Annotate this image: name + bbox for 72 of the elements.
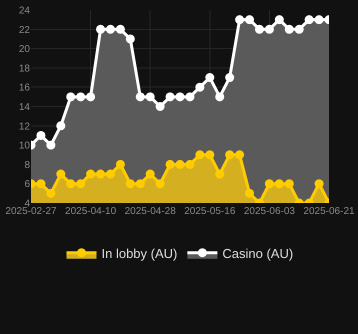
- x-tick-label: 2025-06-21: [303, 206, 356, 217]
- point: [185, 92, 194, 102]
- y-tick-label: 24: [18, 6, 30, 16]
- point: [86, 92, 96, 102]
- point: [46, 140, 56, 150]
- x-tick-label: 2025-06-03: [244, 206, 296, 217]
- point: [136, 179, 145, 188]
- point: [166, 92, 175, 102]
- x-tick-label: 2025-04-10: [65, 206, 117, 217]
- point: [235, 150, 244, 160]
- y-tick-label: 8: [24, 160, 30, 171]
- point: [146, 92, 155, 102]
- point: [166, 160, 175, 169]
- point: [96, 170, 106, 179]
- point: [46, 188, 56, 198]
- point: [314, 15, 324, 24]
- point: [116, 24, 125, 34]
- point: [106, 24, 115, 34]
- point: [86, 170, 96, 179]
- point: [264, 179, 274, 188]
- point: [56, 170, 66, 179]
- point: [126, 179, 135, 188]
- point: [116, 160, 125, 169]
- y-tick-label: 18: [18, 63, 30, 74]
- point: [225, 73, 234, 82]
- y-tick-label: 22: [18, 24, 30, 36]
- x-tick-label: 2025-05-16: [184, 206, 236, 217]
- point: [274, 179, 284, 188]
- point: [245, 188, 254, 198]
- point: [106, 170, 115, 179]
- point: [294, 24, 304, 34]
- point: [36, 179, 46, 188]
- point: [56, 121, 66, 130]
- point: [76, 92, 86, 102]
- y-tick-label: 20: [18, 44, 30, 56]
- point: [245, 15, 254, 24]
- point: [215, 170, 224, 179]
- point: [225, 150, 234, 160]
- point: [66, 92, 76, 102]
- point: [66, 179, 76, 188]
- point: [274, 15, 284, 24]
- y-tick-label: 14: [18, 102, 30, 113]
- point: [314, 179, 324, 188]
- point: [195, 82, 204, 92]
- point: [156, 102, 165, 111]
- point: [146, 170, 155, 179]
- y-tick-label: 6: [24, 179, 30, 190]
- point: [205, 150, 214, 160]
- point: [156, 179, 165, 188]
- point: [235, 15, 244, 24]
- point: [195, 150, 204, 160]
- point: [205, 73, 214, 82]
- point: [76, 179, 86, 188]
- point: [136, 92, 145, 102]
- y-tick-label: 10: [18, 140, 30, 152]
- point: [96, 24, 106, 34]
- point: [264, 24, 274, 34]
- point: [304, 15, 314, 24]
- point: [254, 24, 264, 34]
- legend-label: In lobby (AU): [102, 246, 178, 261]
- point: [284, 24, 294, 34]
- point: [176, 92, 184, 102]
- x-tick-label: 2025-04-28: [124, 206, 176, 217]
- y-tick-label: 12: [18, 121, 30, 132]
- point: [176, 160, 184, 169]
- y-tick-label: 16: [18, 82, 30, 94]
- legend-label: Casino (AU): [222, 246, 294, 261]
- point: [36, 130, 46, 140]
- point: [185, 160, 194, 169]
- point: [126, 34, 135, 44]
- point: [215, 92, 224, 102]
- point: [284, 179, 294, 188]
